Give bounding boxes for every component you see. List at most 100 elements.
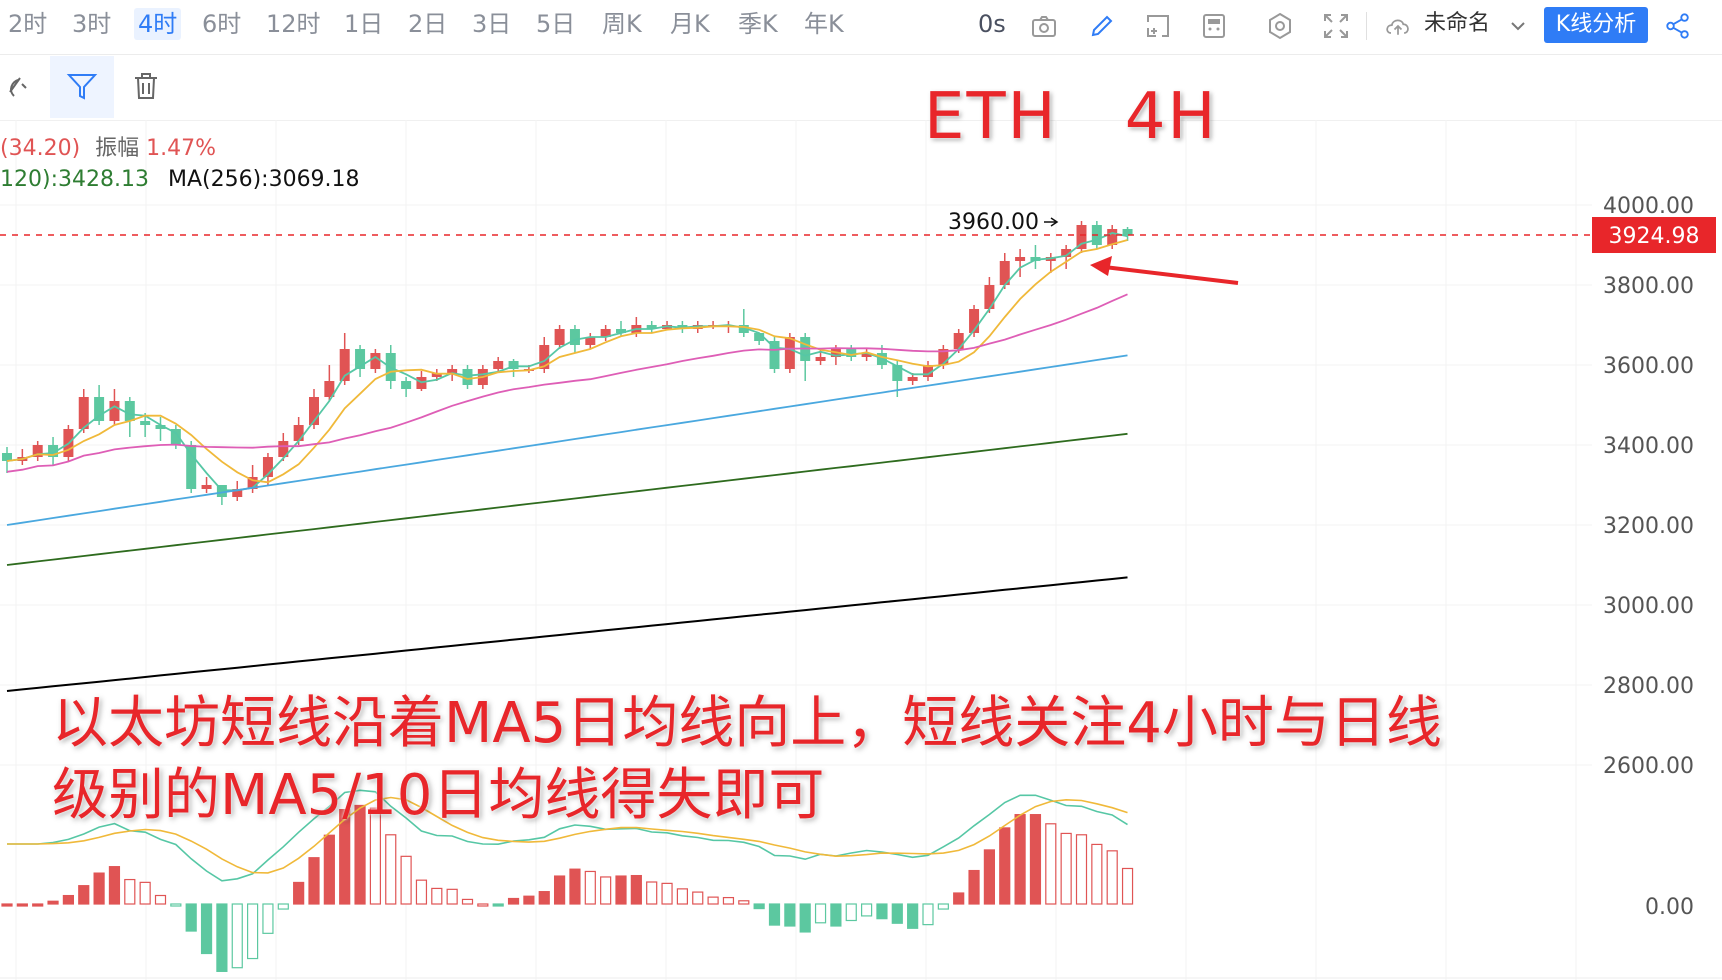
layout-name-dropdown[interactable]: 未命名 — [1424, 11, 1491, 36]
macd-bar — [569, 868, 581, 905]
current-price-badge — [1592, 217, 1716, 254]
candle-body[interactable] — [186, 445, 197, 489]
magnet-icon[interactable] — [2, 70, 34, 102]
calculator-icon[interactable] — [1200, 12, 1228, 40]
chevron-down-icon[interactable] — [1504, 12, 1532, 40]
candle-body[interactable] — [247, 477, 258, 489]
candle-body[interactable] — [447, 369, 458, 373]
filter-icon[interactable] — [66, 70, 98, 102]
macd-bar — [200, 903, 213, 955]
timer-label[interactable]: 0s — [978, 10, 1006, 38]
candle-body[interactable] — [94, 397, 105, 421]
candle-body[interactable] — [861, 353, 872, 357]
candle-body[interactable] — [984, 285, 995, 309]
trash-icon[interactable] — [130, 70, 162, 102]
share-icon[interactable] — [1664, 12, 1692, 40]
candle-body[interactable] — [754, 333, 765, 341]
cloud-icon[interactable] — [1384, 12, 1412, 40]
candle-body[interactable] — [969, 309, 980, 333]
drawing-toolbar — [0, 56, 1722, 121]
candle-body[interactable] — [769, 341, 780, 369]
macd-bar — [676, 888, 689, 905]
camera-icon[interactable] — [1030, 12, 1058, 40]
timeframe-10[interactable]: 月K — [670, 10, 710, 38]
candle-body[interactable] — [892, 365, 903, 381]
candle-body[interactable] — [923, 365, 933, 377]
timeframe-11[interactable]: 季K — [738, 10, 778, 38]
candle-body[interactable] — [815, 357, 826, 361]
candle-body[interactable] — [585, 337, 596, 345]
macd-bar — [814, 903, 827, 924]
candle-body[interactable] — [232, 489, 243, 497]
candle-body[interactable] — [539, 345, 550, 369]
timeframe-1[interactable]: 3时 — [72, 10, 112, 38]
macd-bar — [216, 903, 228, 972]
timeframe-4[interactable]: 12时 — [266, 10, 321, 38]
timeframe-2[interactable]: 4时 — [134, 8, 182, 40]
candle-body[interactable] — [339, 349, 350, 381]
candle-body[interactable] — [846, 349, 857, 357]
candle-body[interactable] — [784, 337, 795, 369]
candle-body[interactable] — [262, 457, 273, 477]
candle-body[interactable] — [401, 381, 412, 389]
timeframe-7[interactable]: 3日 — [472, 10, 512, 38]
timeframe-8[interactable]: 5日 — [536, 10, 576, 38]
candle-body[interactable] — [554, 329, 565, 345]
timeframe-6[interactable]: 2日 — [408, 10, 448, 38]
macd-bar — [170, 903, 182, 907]
timeframe-9[interactable]: 周K — [602, 10, 642, 38]
candle-body[interactable] — [140, 421, 151, 425]
k-line-analysis-button[interactable]: K线分析 — [1544, 7, 1648, 43]
candle-body[interactable] — [1107, 229, 1118, 245]
candle-body[interactable] — [1061, 249, 1072, 257]
macd-bar — [32, 903, 44, 907]
candle-body[interactable] — [999, 261, 1010, 285]
candlestick-chart[interactable]: 4000.00 3800.00 3600.00 3400.00 3200.00 3000.… — [0, 120, 1722, 980]
candle-body[interactable] — [324, 381, 335, 397]
candle-body[interactable] — [48, 445, 59, 457]
candle-body[interactable] — [155, 425, 166, 429]
candle-body[interactable] — [170, 429, 181, 445]
candle-body[interactable] — [1122, 229, 1133, 235]
candle-body[interactable] — [616, 329, 626, 333]
candle-body[interactable] — [78, 397, 89, 429]
select-icon[interactable] — [1144, 12, 1172, 40]
timeframe-5[interactable]: 1日 — [344, 10, 384, 38]
candle-body[interactable] — [309, 397, 319, 425]
timeframe-12[interactable]: 年K — [804, 10, 844, 38]
candle-body[interactable] — [907, 377, 918, 381]
timeframe-0[interactable]: 2时 — [8, 10, 48, 38]
candle-body[interactable] — [431, 373, 442, 377]
annotation-arrow-shaft — [1095, 264, 1239, 285]
macd-bar — [108, 866, 121, 905]
candle-body[interactable] — [201, 485, 212, 489]
candle-body[interactable] — [355, 349, 366, 369]
settings-icon[interactable] — [1266, 12, 1294, 40]
candle-body[interactable] — [646, 325, 657, 329]
candle-body[interactable] — [1015, 257, 1026, 261]
candle-body[interactable] — [600, 329, 611, 337]
candle-body[interactable] — [738, 325, 749, 333]
candle-body[interactable] — [938, 349, 949, 365]
candle-body[interactable] — [278, 441, 289, 457]
macd-dea-line — [7, 796, 1128, 874]
candle-body[interactable] — [953, 333, 964, 349]
candle-body[interactable] — [508, 361, 519, 369]
macd-bar — [661, 882, 673, 905]
candle-body[interactable] — [1076, 225, 1087, 249]
candle-body[interactable] — [293, 425, 304, 441]
candle-body[interactable] — [2, 453, 12, 461]
candle-body[interactable] — [569, 329, 580, 345]
candle-body[interactable] — [32, 445, 43, 457]
pencil-icon[interactable] — [1088, 12, 1116, 40]
timeframe-3[interactable]: 6时 — [202, 10, 242, 38]
candle-body[interactable] — [493, 361, 504, 369]
filter-button[interactable] — [50, 56, 114, 118]
candle-body[interactable] — [124, 401, 135, 421]
fullscreen-icon[interactable] — [1322, 12, 1350, 40]
candle-body[interactable] — [109, 401, 120, 421]
candle-body[interactable] — [462, 369, 473, 385]
macd-bar — [523, 895, 535, 905]
candle-body[interactable] — [370, 353, 381, 369]
macd-bar — [369, 807, 381, 905]
